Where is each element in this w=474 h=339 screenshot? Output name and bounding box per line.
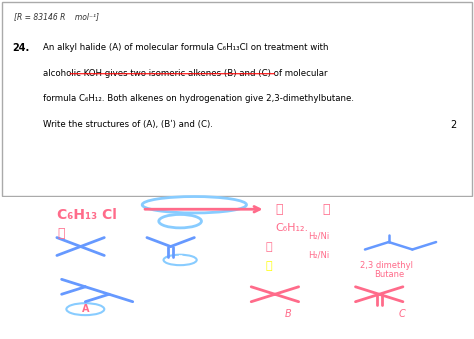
Text: An alkyl halide (A) of molecular formula C₆H₁₃Cl on treatment with: An alkyl halide (A) of molecular formula…	[43, 43, 328, 52]
Text: B: B	[177, 256, 183, 264]
Text: +: +	[299, 205, 310, 219]
Text: minor: minor	[261, 308, 285, 317]
Text: or: or	[123, 241, 133, 252]
Text: Ⓑ: Ⓑ	[265, 242, 272, 252]
Text: alcoholic KOH gives two isomeric alkenes (B) and (C) of molecular: alcoholic KOH gives two isomeric alkenes…	[43, 69, 327, 78]
Text: +: +	[327, 287, 339, 301]
Text: H₂/Ni: H₂/Ni	[308, 232, 329, 241]
Text: Ⓒ: Ⓒ	[265, 261, 272, 272]
Text: A: A	[82, 304, 89, 314]
Text: 24.: 24.	[12, 43, 29, 53]
Text: H₂/Ni: H₂/Ni	[308, 251, 329, 260]
Text: Ⓒ: Ⓒ	[322, 203, 330, 216]
Text: B: B	[284, 309, 291, 319]
FancyBboxPatch shape	[2, 2, 472, 196]
Text: alco. KOH: alco. KOH	[168, 199, 221, 209]
Text: Alc. KOH: Alc. KOH	[156, 284, 192, 293]
Text: formula C₆H₁₂. Both alkenes on hydrogenation give 2,3-dimethylbutane.: formula C₆H₁₂. Both alkenes on hydrogena…	[43, 94, 354, 103]
Text: 2,3 dimethyl: 2,3 dimethyl	[360, 261, 413, 271]
Text: C: C	[398, 309, 405, 319]
Text: Write the structures of (A), (Bʹ) and (C).: Write the structures of (A), (Bʹ) and (C…	[43, 120, 212, 129]
Text: E2: E2	[174, 217, 186, 226]
Text: C₆H₁₃ Cl: C₆H₁₃ Cl	[57, 208, 117, 222]
Text: Butane: Butane	[374, 271, 405, 279]
Text: 2: 2	[450, 120, 456, 130]
Text: n: n	[50, 275, 56, 285]
Text: [R = 83146 R    mol⁻¹]: [R = 83146 R mol⁻¹]	[14, 12, 99, 21]
Text: C₆H₁₂.: C₆H₁₂.	[275, 223, 308, 233]
Text: major: major	[365, 308, 389, 317]
Text: Ⓑ: Ⓑ	[275, 203, 283, 216]
Text: Ⓐ: Ⓐ	[57, 227, 64, 240]
